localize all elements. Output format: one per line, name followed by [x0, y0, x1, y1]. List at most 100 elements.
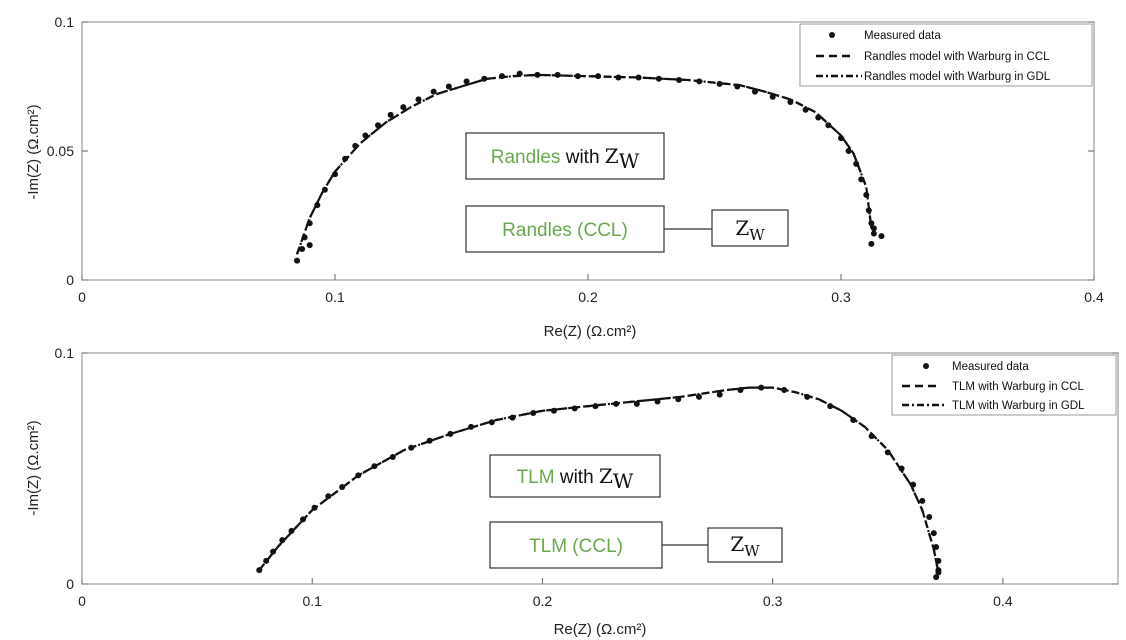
bottom-y-tick-label-1: 0.1 [55, 345, 75, 361]
bottom-fit-lines [258, 386, 940, 573]
bottom-annotation-with: with [555, 467, 599, 488]
bottom-measured-point-8 [339, 483, 346, 490]
top-measured-point-38 [838, 135, 844, 142]
top-annotation-zw-box-label: Z [735, 216, 749, 240]
top-measured-point-35 [802, 106, 809, 113]
top-measured-point-45 [870, 230, 877, 237]
bottom-measured-point-1 [263, 557, 270, 564]
top-x-tick-label-4: 0.4 [1084, 289, 1104, 305]
bottom-annotation-tlm-with-zw: TLM with ZW [489, 454, 661, 498]
top-measured-point-4 [306, 220, 313, 227]
bottom-x-tick-label-3: 0.3 [763, 593, 783, 609]
bottom-measured-point-7 [325, 493, 332, 500]
bottom-annotation-model-name: TLM [517, 467, 555, 488]
top-legend: Measured data Randles model with Warburg… [799, 23, 1093, 87]
bottom-ticks: 0 0.1 0.2 0.3 0.4 0 0.1 [55, 345, 1118, 609]
bottom-measured-point-35 [884, 449, 891, 456]
top-measured-point-8 [342, 155, 349, 162]
top-measured-points [294, 70, 885, 264]
bottom-measured-point-37 [910, 481, 917, 488]
top-measured-point-44 [868, 220, 875, 227]
top-measured-point-0 [294, 257, 301, 264]
top-measured-point-12 [387, 111, 394, 118]
top-measured-point-42 [863, 191, 870, 198]
top-measured-point-24 [595, 73, 602, 80]
top-measured-point-46 [868, 240, 875, 247]
top-measured-point-22 [554, 71, 561, 78]
top-annotation-model-name: Randles [491, 147, 561, 168]
top-measured-point-47 [878, 233, 885, 240]
top-measured-point-7 [332, 171, 338, 178]
bottom-annotation-tlm-ccl: TLM (CCL) ZW [489, 521, 783, 569]
top-measured-point-36 [815, 114, 822, 121]
top-annotation-zw: Z [605, 144, 619, 168]
bottom-measured-point-2 [270, 548, 277, 555]
bottom-measured-point-15 [468, 423, 475, 430]
top-measured-point-15 [430, 88, 437, 95]
top-measured-point-27 [655, 75, 662, 82]
bottom-measured-point-38 [919, 497, 926, 504]
bottom-y-tick-label-0: 0 [66, 576, 74, 592]
top-annotation-randles-ccl: Randles (CCL) ZW [465, 205, 789, 253]
bottom-legend-ccl: TLM with Warburg in CCL [952, 381, 1084, 393]
bottom-measured-point-11 [389, 453, 396, 460]
bottom-legend-gdl: TLM with Warburg in GDL [952, 400, 1085, 412]
bottom-measured-point-6 [311, 504, 318, 511]
bottom-measured-point-28 [737, 386, 744, 393]
bottom-measured-point-25 [675, 396, 682, 403]
bottom-measured-point-5 [300, 516, 307, 523]
bottom-legend-marker-measured [923, 363, 929, 369]
bottom-measured-point-14 [447, 430, 454, 437]
top-measured-point-9 [352, 142, 359, 149]
top-annotation-zw-box-sub: W [749, 226, 765, 244]
bottom-x-tick-label-2: 0.2 [533, 593, 553, 609]
bottom-annotation-zw-box [707, 527, 783, 563]
bottom-measured-point-39 [926, 514, 933, 521]
bottom-measured-point-32 [827, 403, 834, 410]
top-measured-point-26 [635, 74, 642, 81]
top-measured-point-3 [301, 234, 308, 241]
svg-text:ZW: ZW [730, 532, 760, 560]
top-measured-point-13 [400, 104, 407, 111]
svg-text:ZW: ZW [735, 216, 765, 244]
bottom-measured-points [256, 384, 942, 581]
top-measured-point-19 [498, 73, 505, 80]
top-measured-point-32 [751, 88, 758, 95]
top-legend-measured: Measured data [864, 30, 941, 42]
bottom-measured-point-10 [371, 463, 378, 470]
top-measured-point-39 [845, 148, 852, 154]
bottom-measured-point-31 [804, 393, 811, 400]
top-measured-point-43 [865, 207, 872, 214]
bottom-measured-point-19 [550, 407, 557, 414]
bottom-annotation-ccl-label: TLM (CCL) [529, 536, 623, 557]
top-measured-point-23 [574, 73, 581, 80]
bottom-y-axis-label: -Im(Z) (Ω.cm²) [25, 420, 42, 515]
top-ticks: 0 0.1 0.2 0.3 0.4 0 0.05 0.1 [47, 14, 1104, 305]
bottom-x-tick-label-0: 0 [78, 593, 86, 609]
bottom-measured-point-21 [592, 403, 599, 410]
top-y-tick-label-1: 0.05 [47, 143, 74, 159]
bottom-measured-point-26 [695, 393, 702, 400]
top-measured-point-28 [676, 77, 683, 84]
bottom-measured-point-24 [654, 398, 661, 405]
bottom-chart: 0 0.1 0.2 0.3 0.4 0 0.1 Re(Z) (Ω.cm²) -Im(Z) (… [25, 345, 1119, 638]
bottom-measured-point-12 [408, 444, 415, 451]
bottom-measured-point-18 [530, 410, 537, 417]
top-measured-point-30 [716, 80, 723, 87]
bottom-measured-point-44 [933, 574, 940, 581]
top-annotation-with: with [560, 147, 604, 168]
bottom-measured-point-20 [571, 405, 578, 412]
top-measured-point-5 [314, 202, 321, 209]
bottom-measured-point-36 [898, 465, 905, 472]
bottom-annotation-zw-box-sub: W [744, 542, 760, 560]
top-fit-lines [295, 73, 873, 255]
bottom-measured-point-29 [758, 384, 765, 391]
top-y-tick-label-0: 0 [66, 272, 74, 288]
top-annotation-ccl-label: Randles (CCL) [502, 220, 628, 241]
bottom-measured-point-22 [613, 400, 620, 407]
bottom-annotation-zw-box-label: Z [730, 532, 744, 556]
bottom-measured-point-34 [868, 433, 875, 440]
top-measured-point-1 [299, 246, 306, 253]
bottom-measured-point-45 [935, 567, 942, 574]
top-measured-point-11 [375, 122, 382, 129]
